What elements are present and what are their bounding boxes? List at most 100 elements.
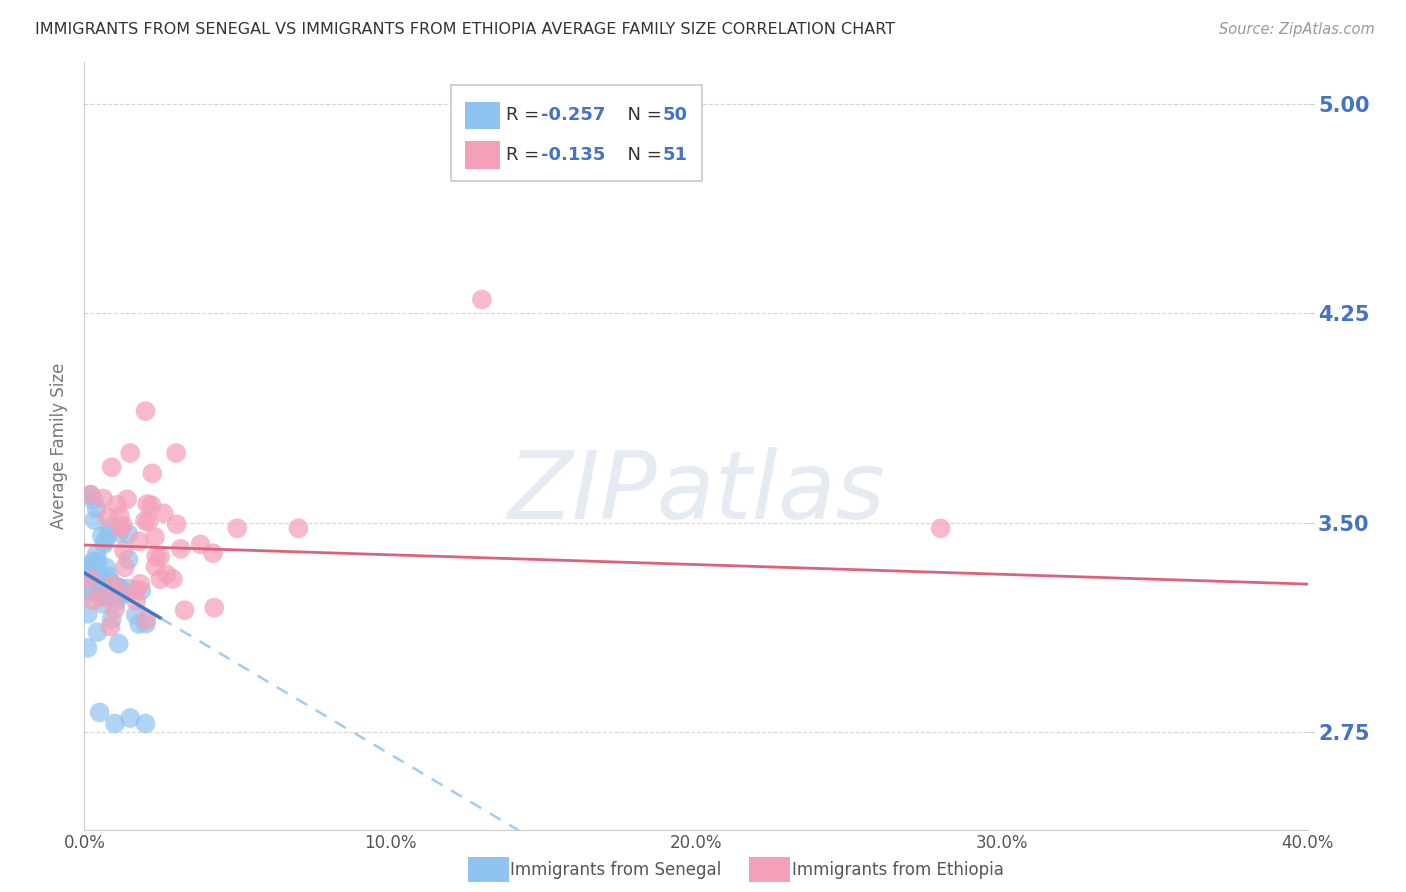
FancyBboxPatch shape <box>465 142 501 169</box>
Point <box>149 572 172 586</box>
Point <box>90 529 112 543</box>
Point <box>108 585 131 599</box>
Point <box>202 600 225 615</box>
Point <box>107 637 129 651</box>
Point <box>145 549 167 564</box>
Point <box>93 537 115 551</box>
Point <box>141 498 163 512</box>
Point <box>80 558 103 573</box>
Point <box>117 552 139 566</box>
Point <box>108 508 131 523</box>
Text: N =: N = <box>616 106 668 124</box>
Point <box>173 603 195 617</box>
Point <box>120 711 142 725</box>
Point <box>135 716 157 731</box>
Point <box>104 602 127 616</box>
Point <box>79 488 101 502</box>
Point <box>103 590 125 604</box>
Point <box>80 573 103 587</box>
Point <box>87 555 110 569</box>
Text: N =: N = <box>616 146 668 164</box>
Text: R =: R = <box>506 106 546 124</box>
Point <box>76 586 98 600</box>
Point <box>114 560 136 574</box>
Point <box>105 594 128 608</box>
Point <box>90 574 112 588</box>
Text: 50: 50 <box>664 106 688 124</box>
Point <box>112 587 135 601</box>
Point <box>86 501 108 516</box>
Point <box>117 526 139 541</box>
Point <box>471 293 494 307</box>
Point <box>162 572 184 586</box>
Text: IMMIGRANTS FROM SENEGAL VS IMMIGRANTS FROM ETHIOPIA AVERAGE FAMILY SIZE CORRELAT: IMMIGRANTS FROM SENEGAL VS IMMIGRANTS FR… <box>35 22 896 37</box>
Point <box>115 492 138 507</box>
Text: 51: 51 <box>664 146 688 164</box>
Point <box>929 521 952 535</box>
FancyBboxPatch shape <box>465 102 501 129</box>
Point <box>104 716 127 731</box>
Point <box>165 446 187 460</box>
Text: -0.257: -0.257 <box>541 106 605 124</box>
Point <box>108 587 131 601</box>
FancyBboxPatch shape <box>451 86 702 181</box>
Point <box>716 879 738 892</box>
Point <box>93 590 115 604</box>
Point <box>125 594 148 608</box>
Point <box>83 493 105 508</box>
Point <box>110 521 132 535</box>
Point <box>129 583 152 598</box>
Point <box>125 582 148 597</box>
Text: R =: R = <box>506 146 546 164</box>
Point <box>101 577 124 591</box>
Point <box>287 521 309 535</box>
Point <box>86 547 108 561</box>
Point <box>90 587 112 601</box>
Point <box>111 518 134 533</box>
Point <box>135 616 157 631</box>
Point <box>84 555 107 569</box>
Point <box>79 487 101 501</box>
Point <box>190 537 212 551</box>
Text: Source: ZipAtlas.com: Source: ZipAtlas.com <box>1219 22 1375 37</box>
Point <box>145 559 167 574</box>
Point <box>82 593 104 607</box>
Point <box>83 513 105 527</box>
Point <box>77 607 100 621</box>
Point <box>97 527 120 541</box>
Point <box>97 574 120 588</box>
Point <box>84 566 107 580</box>
Point <box>91 590 114 604</box>
Point <box>135 404 157 418</box>
Point <box>97 510 120 524</box>
Point <box>108 525 131 540</box>
Point <box>80 568 103 582</box>
Point <box>136 497 159 511</box>
Text: ZIPatlas: ZIPatlas <box>508 447 884 538</box>
Point <box>89 706 111 720</box>
Point <box>166 517 188 532</box>
Point <box>79 583 101 598</box>
Point <box>124 607 146 622</box>
Point <box>128 534 150 549</box>
Point <box>91 597 114 611</box>
Point <box>134 514 156 528</box>
Y-axis label: Average Family Size: Average Family Size <box>51 363 69 529</box>
Point <box>100 520 122 534</box>
Point <box>100 620 122 634</box>
Point <box>156 567 179 582</box>
Point <box>128 617 150 632</box>
Point <box>143 530 166 544</box>
Point <box>129 577 152 591</box>
Point <box>94 560 117 574</box>
Point <box>138 515 160 529</box>
Point <box>112 543 135 558</box>
Point <box>100 612 122 626</box>
Text: Immigrants from Ethiopia: Immigrants from Ethiopia <box>792 861 1004 879</box>
Point <box>201 546 224 560</box>
Point <box>76 640 98 655</box>
Point <box>141 467 163 481</box>
Point <box>90 584 112 599</box>
Point <box>91 491 114 506</box>
Text: Immigrants from Senegal: Immigrants from Senegal <box>510 861 721 879</box>
